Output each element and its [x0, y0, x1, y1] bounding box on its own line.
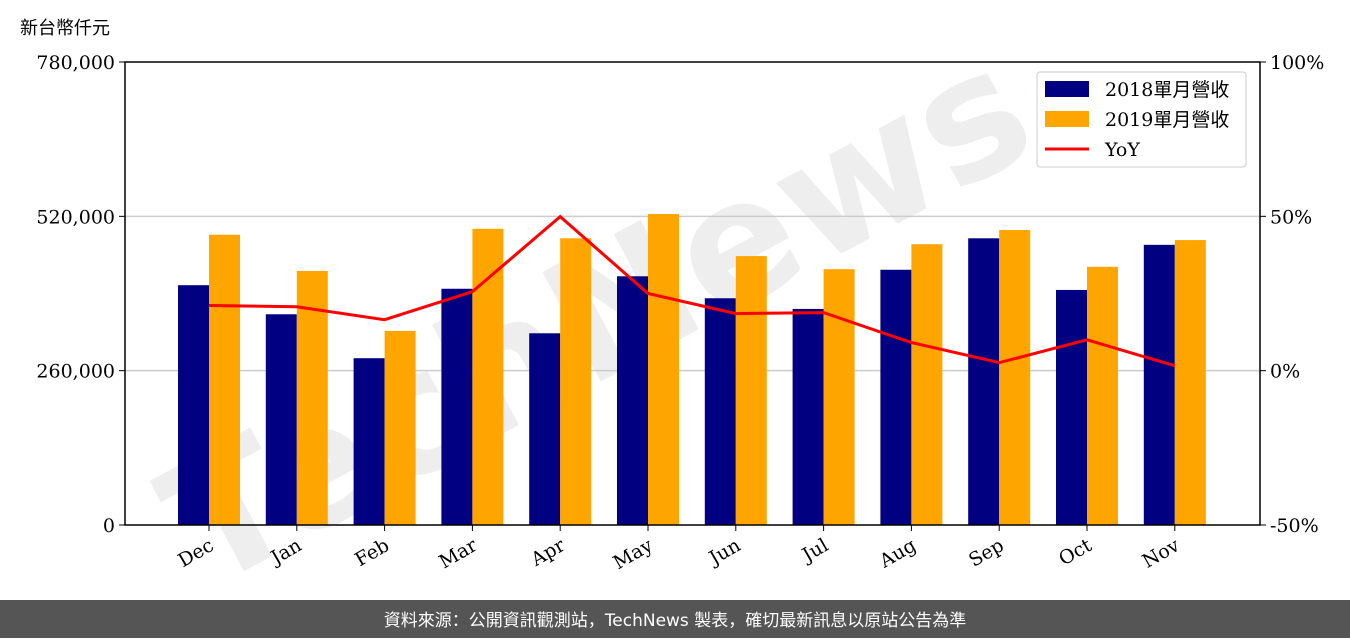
bar	[880, 269, 912, 525]
bar	[1143, 244, 1175, 526]
x-tick-label: Aug	[875, 534, 920, 573]
bar	[911, 244, 943, 525]
bar	[178, 285, 209, 525]
y-tick-label: 0	[103, 515, 115, 537]
bar	[617, 276, 648, 525]
bar	[704, 298, 736, 525]
y2-tick-label: 100%	[1270, 52, 1324, 74]
plot-frame	[124, 61, 1261, 526]
bar	[384, 330, 416, 525]
x-tick-label: Jul	[797, 534, 832, 567]
bar	[792, 308, 824, 525]
bar	[1174, 240, 1206, 526]
x-tick-label: May	[610, 534, 657, 574]
bar	[209, 234, 240, 525]
y-axis-label: 新台幣仟元	[20, 18, 110, 39]
y-tick-label: 520,000	[36, 206, 115, 228]
y2-tick-label: 0%	[1270, 361, 1300, 383]
y-tick-label: 780,000	[36, 52, 115, 74]
bar	[441, 288, 473, 525]
bar	[296, 270, 328, 525]
legend-box	[1036, 71, 1247, 168]
bar	[529, 333, 561, 525]
x-tick-label: Apr	[527, 534, 570, 571]
footer-bar	[0, 600, 1350, 638]
bar	[999, 229, 1031, 525]
y2-tick-label: 50%	[1270, 206, 1312, 228]
bar	[823, 269, 855, 525]
bar	[735, 256, 767, 525]
bar	[265, 314, 297, 525]
y-tick-label: 260,000	[36, 361, 115, 383]
bar	[472, 228, 504, 526]
x-tick-label: Oct	[1055, 534, 1096, 570]
bar	[1087, 266, 1118, 525]
legend-label: 2019單月營收	[1105, 109, 1229, 131]
bar	[648, 213, 679, 525]
bar	[968, 238, 1000, 526]
legend-label: YoY	[1104, 139, 1140, 161]
legend-swatch	[1045, 111, 1089, 127]
x-tick-label: Sep	[965, 534, 1008, 571]
y2-tick-label: -50%	[1270, 515, 1319, 537]
legend-label: 2018單月營收	[1105, 79, 1229, 101]
bar	[1056, 289, 1087, 525]
footer-text: 資料來源：公開資訊觀測站，TechNews 製表，確切最新訊息以原站公告為準	[384, 611, 966, 631]
bar	[353, 358, 385, 525]
yoy-line	[208, 214, 1176, 368]
legend-swatch	[1045, 81, 1089, 97]
bar	[560, 238, 592, 526]
x-tick-label: Nov	[1139, 534, 1184, 573]
x-tick-label: Mar	[435, 534, 481, 573]
x-tick-label: Jun	[704, 534, 745, 570]
